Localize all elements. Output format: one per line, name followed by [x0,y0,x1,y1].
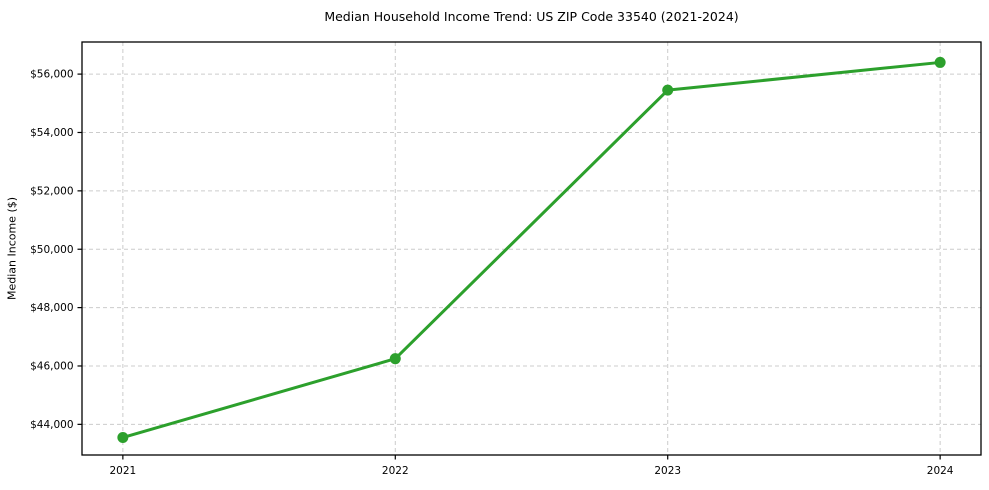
y-tick-label: $46,000 [30,361,73,373]
data-point-marker-2021 [117,431,129,443]
plot-border [81,41,982,456]
trend-line [121,60,942,439]
x-tick-label: 2024 [927,465,954,477]
data-point-marker-2022 [389,353,401,365]
y-tick-label: $52,000 [30,185,73,197]
x-tick-label: 2021 [109,465,136,477]
y-tick-label: $56,000 [30,69,73,81]
x-tick-label: 2022 [382,465,409,477]
data-point-marker-2023 [662,84,674,96]
chart-title: Median Household Income Trend: US ZIP Co… [324,9,739,24]
x-tick-label: 2023 [654,465,681,477]
y-tick-label: $44,000 [30,419,73,431]
y-tick-label: $48,000 [30,302,73,314]
y-tick-label: $54,000 [30,127,73,139]
y-tick-label: $50,000 [30,244,73,256]
data-point-marker-2024 [934,56,946,68]
